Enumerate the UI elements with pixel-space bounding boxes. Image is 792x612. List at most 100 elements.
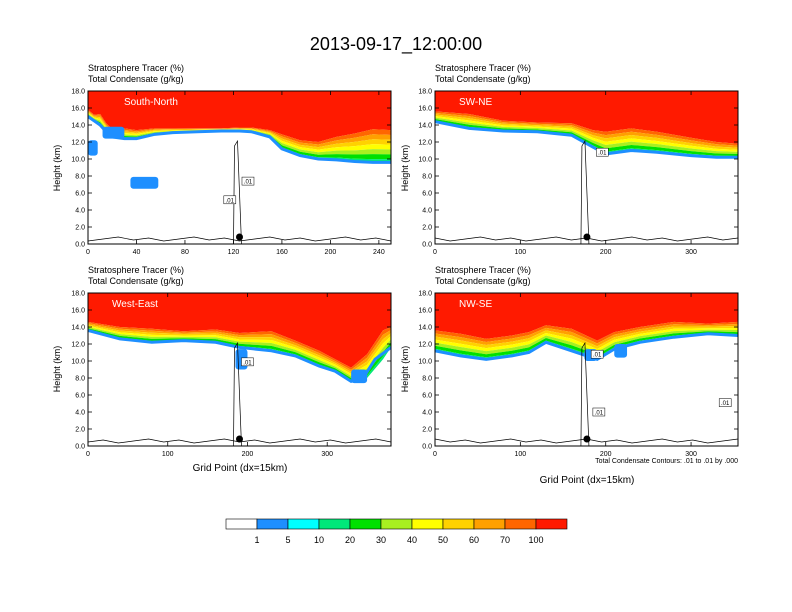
- plot-frame: [87, 292, 392, 447]
- colorbar-swatch: [318, 518, 351, 530]
- x-tick-label: 300: [685, 249, 697, 256]
- y-tick-label: 0.0: [422, 444, 432, 451]
- y-tick-label: 10.0: [418, 157, 432, 164]
- tracer-band: [435, 329, 738, 355]
- panel-direction-label: SW-NE: [459, 97, 492, 108]
- x-tick-label: 200: [242, 451, 254, 458]
- tracer-patch: [351, 369, 368, 384]
- tracer-patch: [130, 176, 159, 189]
- colorbar-swatch: [411, 518, 444, 530]
- x-tick-label: 300: [685, 451, 697, 458]
- y-tick-label: 12.0: [71, 342, 85, 349]
- x-tick-label: 200: [600, 249, 612, 256]
- condensate-contour: [580, 341, 590, 446]
- panel-direction-label: West-East: [112, 299, 158, 310]
- y-tick-label: 8.0: [422, 376, 432, 383]
- y-tick-label: 16.0: [71, 106, 85, 113]
- tracer-fill-100: [435, 91, 738, 144]
- colorbar-swatch: [349, 518, 382, 530]
- colorbar-swatch: [225, 518, 258, 530]
- tracer-band: [435, 321, 738, 344]
- y-tick-label: 4.0: [422, 410, 432, 417]
- location-marker: [583, 233, 591, 241]
- y-tick-label: 6.0: [422, 191, 432, 198]
- x-tick-label: 160: [276, 249, 288, 256]
- y-tick-label: 0.0: [75, 242, 85, 249]
- colorbar-label: 50: [438, 535, 448, 545]
- y-tick-label: 10.0: [71, 359, 85, 366]
- plot-area: .01: [435, 91, 738, 244]
- contour-label-box: [596, 147, 609, 157]
- x-tick-label: 0: [433, 451, 437, 458]
- y-tick-label: 16.0: [418, 308, 432, 315]
- contour-label: .01: [598, 151, 607, 157]
- location-marker: [583, 435, 591, 443]
- y-tick-label: 2.0: [75, 225, 85, 232]
- y-tick-label: 14.0: [71, 123, 85, 130]
- contour-label: .01: [593, 353, 602, 359]
- location-marker: [236, 435, 243, 443]
- condensate-contour: [233, 139, 242, 244]
- plot-area: .01 .01: [88, 91, 391, 244]
- y-tick-label: 14.0: [418, 325, 432, 332]
- y-tick-label: 18.0: [418, 291, 432, 298]
- y-tick-label: 4.0: [75, 208, 85, 215]
- panel-direction-label: NW-SE: [459, 299, 492, 310]
- tracer-patch: [88, 140, 98, 156]
- y-axis-label: Height (km): [52, 145, 62, 192]
- y-tick-label: 18.0: [71, 89, 85, 96]
- tracer-fill-100: [435, 293, 738, 341]
- tracer-fill-100: [88, 91, 391, 142]
- colorbar-swatch: [256, 518, 289, 530]
- colorbar-swatch: [473, 518, 506, 530]
- x-tick-label: 0: [86, 451, 90, 458]
- tracer-band: [88, 112, 391, 153]
- colorbar: 1 5 10 20 30 40 50 60 70 100: [225, 518, 568, 545]
- y-tick-label: 0.0: [422, 242, 432, 249]
- y-tick-label: 4.0: [75, 410, 85, 417]
- figure-title: 2013-09-17_12:00:00: [310, 34, 482, 55]
- colorbar-label: 10: [314, 535, 324, 545]
- tracer-band-edge: [435, 332, 738, 361]
- tracer-band: [435, 112, 738, 148]
- colorbar-label: 40: [407, 535, 417, 545]
- contour-label-box: [223, 195, 237, 205]
- contour-note: Total Condensate Contours: .01 to .01 by…: [595, 458, 738, 465]
- x-tick-label: 100: [515, 451, 527, 458]
- plot-frame: [434, 292, 739, 447]
- terrain-line: [435, 438, 738, 444]
- panel-direction-label: South-North: [124, 97, 178, 108]
- colorbar-swatch: [287, 518, 320, 530]
- tracer-patch: [614, 344, 628, 358]
- x-axis-label: Grid Point (dx=15km): [193, 463, 288, 474]
- tracer-band: [435, 328, 738, 352]
- y-tick-label: 16.0: [418, 106, 432, 113]
- y-axis-label: Height (km): [52, 346, 62, 393]
- colorbar-swatch: [535, 518, 568, 530]
- location-marker: [236, 233, 243, 241]
- contour-label: .01: [243, 360, 252, 366]
- y-tick-label: 0.0: [75, 444, 85, 451]
- colorbar-label: 1: [254, 535, 259, 545]
- x-tick-label: 300: [321, 451, 333, 458]
- condensate-contour: [233, 341, 242, 446]
- y-tick-label: 14.0: [418, 123, 432, 130]
- contour-label-box: [241, 357, 254, 367]
- y-tick-label: 12.0: [418, 342, 432, 349]
- panel-title-condensate: Total Condensate (g/kg): [88, 276, 184, 286]
- terrain-line: [88, 236, 391, 242]
- contour-label-box: [590, 349, 604, 359]
- colorbar-label: 100: [528, 535, 543, 545]
- contour-label-box: [241, 176, 255, 186]
- colorbar-label: 30: [376, 535, 386, 545]
- condensate-contour: [580, 139, 590, 244]
- colorbar-label: 5: [285, 535, 290, 545]
- y-axis-label: Height (km): [400, 346, 410, 393]
- tracer-band: [435, 111, 738, 146]
- y-tick-label: 18.0: [71, 291, 85, 298]
- x-tick-label: 200: [325, 249, 337, 256]
- contour-label-box: [592, 407, 606, 417]
- panel-sw-ne: Stratosphere Tracer (%) Total Condensate…: [400, 63, 739, 256]
- terrain-line: [435, 236, 738, 242]
- terrain-line: [88, 438, 391, 444]
